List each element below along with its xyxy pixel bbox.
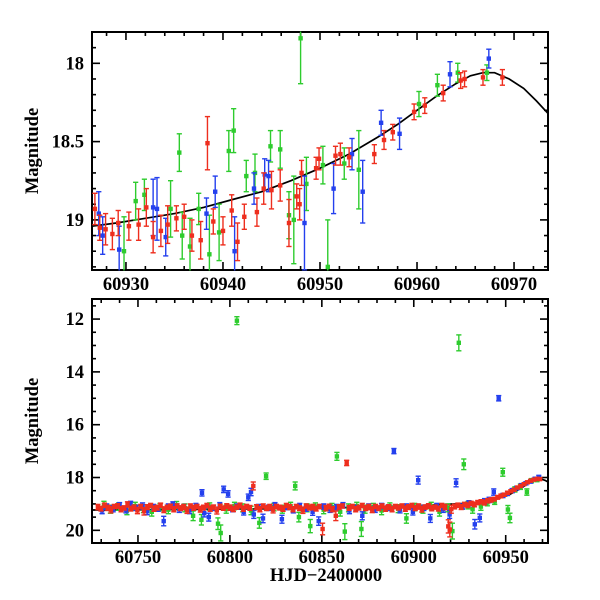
x-tick-label-60850: 60850 bbox=[299, 548, 345, 568]
y-tick-label-18: 18 bbox=[66, 469, 85, 489]
y-tick-label-19: 19 bbox=[66, 211, 85, 231]
y-tick-label-14: 14 bbox=[66, 363, 85, 383]
panel-frame bbox=[91, 298, 549, 544]
x-tick-label-60750: 60750 bbox=[115, 548, 161, 568]
y-tick-label-16: 16 bbox=[66, 416, 85, 436]
x-tick-label-60970: 60970 bbox=[491, 275, 537, 295]
y-tick-label-18.5: 18.5 bbox=[52, 133, 84, 153]
x-tick-label-60960: 60960 bbox=[394, 275, 440, 295]
model-curve bbox=[91, 71, 549, 228]
x-tick-label-60930: 60930 bbox=[103, 275, 149, 295]
x-tick-label-60950: 60950 bbox=[297, 275, 343, 295]
series-red bbox=[95, 459, 543, 538]
series-green bbox=[121, 31, 490, 271]
top-y-axis-label: Magnitude bbox=[23, 108, 43, 194]
bottom-y-axis-label: Magnitude bbox=[23, 378, 43, 464]
y-tick-label-12: 12 bbox=[66, 310, 85, 330]
plot-area bbox=[91, 31, 549, 271]
top-panel-plot: 60930 60940 60950 60960 60970 18 18.5 19 bbox=[52, 31, 549, 295]
y-tick-label-20: 20 bbox=[66, 521, 85, 541]
y-tick-label-18: 18 bbox=[66, 54, 85, 74]
bottom-panel-plot: 60750 60800 60850 60900 60950 12 14 16 18 20 bbox=[66, 298, 549, 568]
x-tick-label-60940: 60940 bbox=[200, 275, 246, 295]
x-tick-label-60950: 60950 bbox=[483, 548, 529, 568]
panel-frame bbox=[91, 31, 549, 271]
axis-ticks bbox=[92, 299, 548, 543]
series-blue bbox=[96, 48, 492, 271]
x-tick-label-60900: 60900 bbox=[391, 548, 437, 568]
series-red bbox=[92, 68, 505, 262]
plot-area bbox=[91, 316, 549, 542]
x-axis-label: HJD−2400000 bbox=[270, 566, 382, 586]
x-tick-label-60800: 60800 bbox=[207, 548, 253, 568]
